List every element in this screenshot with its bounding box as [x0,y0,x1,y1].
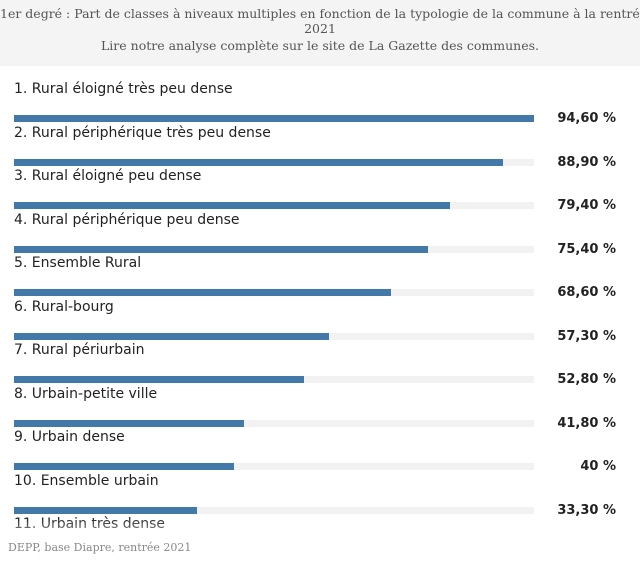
bar [14,463,234,470]
bar [14,506,197,514]
bar-row: 10. Ensemble urbain 33,30 % [0,472,640,518]
bar-track [14,245,534,253]
bar [14,202,450,209]
bar [14,332,329,340]
bar-track [14,332,534,340]
bar-track [14,202,534,209]
bar-value-label: 68,60 % [557,285,616,300]
bar-row: 4. Rural périphérique peu dense 75,40 % [0,211,640,257]
bar-track [14,115,534,122]
bar-track [14,506,534,514]
bar-row: 2. Rural périphérique très peu dense 88,9… [0,124,640,170]
bar [14,376,304,383]
bar [14,419,244,427]
bar-row: 9. Urbain dense 40 % [0,428,640,474]
bar-label: 11. Urbain très dense [14,516,165,532]
bar [14,158,503,166]
bar-track [14,376,534,383]
bar-track [14,158,534,166]
bar-value-label: 41,80 % [557,415,616,431]
bar-label: 8. Urbain-petite ville [14,385,158,402]
bar-track [14,463,534,470]
bar-label: 4. Rural périphérique peu dense [14,211,240,228]
bar-value-label: 33,30 % [557,502,616,518]
bar-track [14,289,534,296]
chart-header: 1er degré : Part de classes à niveaux mu… [0,0,640,66]
bar-value-label: 88,90 % [557,154,616,170]
bar-value-label: 52,80 % [557,372,616,387]
bar-value-label: 57,30 % [557,328,616,344]
bar-label: 10. Ensemble urbain [14,472,159,489]
chart-title-continued: 2021 [304,21,336,36]
bar-label: 7. Rural périurbain [14,342,145,358]
bar-row: 1. Rural éloigné très peu dense 94,60 % [0,80,640,126]
bar-row: 6. Rural-bourg 57,30 % [0,298,640,344]
bar-row: 8. Urbain-petite ville 41,80 % [0,385,640,431]
chart-subtitle: Lire notre analyse complète sur le site … [101,38,539,53]
chart-title: 1er degré : Part de classes à niveaux mu… [0,6,640,21]
bar-label: 5. Ensemble Rural [14,255,142,271]
bar-label: 9. Urbain dense [14,429,125,445]
bar-label: 1. Rural éloigné très peu dense [14,81,233,97]
bar-value-label: 75,40 % [557,241,616,257]
bar-value-label: 94,60 % [557,111,616,126]
bar [14,289,391,296]
source-note: DEPP, base Diapre, rentrée 2021 [8,541,192,554]
bar-row: 5. Ensemble Rural 68,60 % [0,254,640,300]
bar-label: 6. Rural-bourg [14,298,114,315]
bar-chart: 1. Rural éloigné très peu dense 94,60 % 2.… [0,66,640,544]
bar-label: 3. Rural éloigné peu dense [14,168,202,184]
bar-row: 11. Urbain très dense27,90 % [0,515,640,544]
bar [14,245,428,253]
bar-value-label: 40 % [580,459,616,474]
bar [14,115,534,122]
bar-track [14,419,534,427]
bar-label: 2. Rural périphérique très peu dense [14,124,271,141]
bar-value-label: 79,40 % [557,198,616,213]
bar-row: 7. Rural périurbain 52,80 % [0,341,640,387]
bar-row: 3. Rural éloigné peu dense 79,40 % [0,167,640,213]
